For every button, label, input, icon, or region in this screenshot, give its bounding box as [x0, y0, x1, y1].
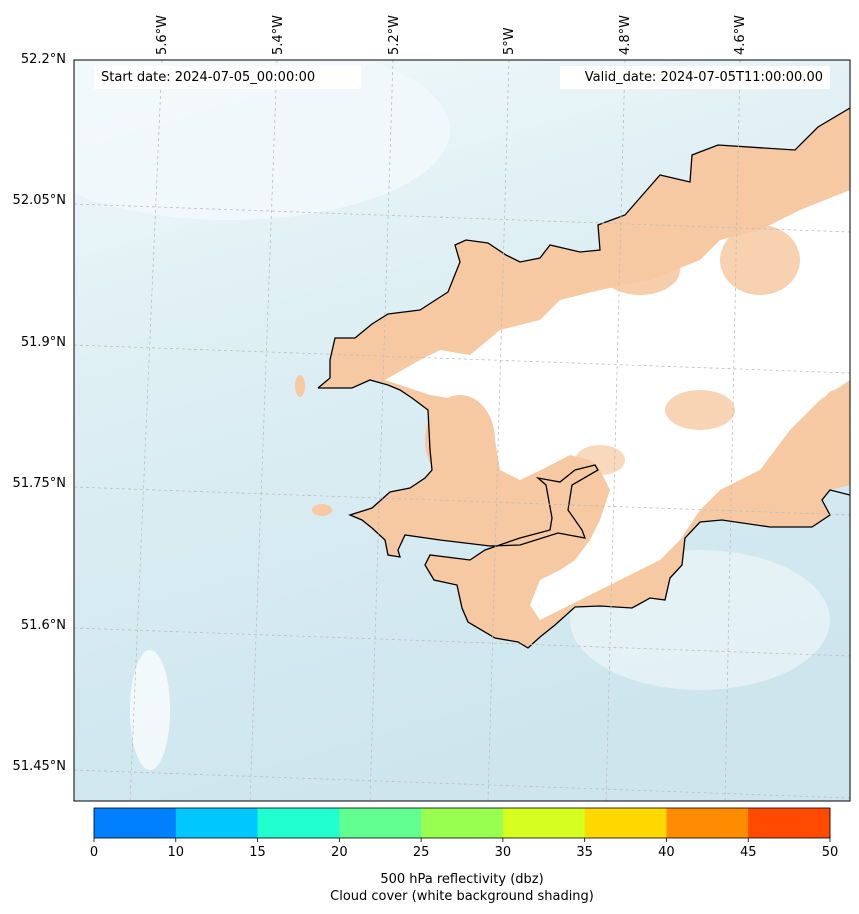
latitude-label: 51.75°N	[12, 476, 66, 491]
colorbar-tick-label: 35	[576, 845, 593, 860]
cloud-patch	[312, 504, 332, 516]
sea-light-patch	[74, 60, 450, 220]
cloud-patch	[720, 225, 800, 295]
clear-sky-area	[385, 190, 850, 620]
latitude-label: 51.6°N	[20, 618, 66, 633]
colorbar-tick-label: 20	[331, 845, 348, 860]
colorbar-segment	[257, 808, 340, 838]
cloud-patch	[575, 445, 625, 475]
colorbar-tick-label: 25	[412, 845, 430, 860]
colorbar-segment	[421, 808, 504, 838]
colorbar	[94, 808, 831, 838]
longitude-label: 5.6°W	[155, 14, 170, 55]
colorbar-frame	[93, 807, 831, 839]
colorbar-tick-label: 0	[89, 845, 99, 860]
colorbar-segment	[339, 808, 422, 838]
colorbar-segment	[584, 808, 667, 838]
latitude-label: 52.05°N	[12, 193, 66, 208]
coastline	[317, 107, 850, 389]
longitude-label: 5.4°W	[271, 14, 286, 55]
colorbar-tick-label: 15	[249, 845, 266, 860]
map-frame	[73, 59, 851, 802]
colorbar-tick-label: 10	[167, 845, 185, 860]
coastline	[318, 379, 850, 649]
colorbar-tick-label: 30	[494, 845, 512, 860]
cloud-patch	[295, 375, 305, 397]
longitude-label: 5.2°W	[387, 14, 402, 55]
cloud-patch	[820, 390, 850, 450]
colorbar-title-line-2: Cloud cover (white background shading)	[330, 889, 594, 904]
colorbar-tick-label: 50	[821, 845, 839, 860]
cloud-patch	[425, 395, 495, 485]
cloud-patch	[665, 390, 735, 430]
start-date-box: Start date: 2024-07-05_00:00:00	[94, 66, 361, 89]
latitude-label: 51.45°N	[12, 759, 66, 774]
latitude-label: 52.2°N	[20, 52, 66, 67]
valid-date-text: Valid_date: 2024-07-05T11:00:00.00	[584, 70, 823, 85]
colorbar-segment	[94, 808, 177, 838]
colorbar-tick-marks	[93, 838, 831, 842]
graticule	[74, 60, 850, 801]
colorbar-title-line-1: 500 hPa reflectivity (dbz)	[380, 872, 544, 887]
colorbar-tick-label: 45	[739, 845, 757, 860]
sea-light-patch	[130, 650, 170, 770]
colorbar-segment	[502, 808, 586, 838]
meridian-line	[129, 60, 163, 801]
colorbar-segment	[666, 808, 749, 838]
colorbar-segment	[175, 808, 259, 838]
longitude-label: 4.8°W	[618, 14, 633, 55]
colorbar-title: 500 hPa reflectivity (dbz) Cloud cover (…	[0, 871, 859, 905]
valid-date-box: Valid_date: 2024-07-05T11:00:00.00	[560, 66, 830, 89]
latitude-label: 51.9°N	[20, 335, 66, 350]
longitude-label: 4.6°W	[733, 14, 748, 55]
colorbar-segment	[748, 808, 831, 838]
longitude-label: 5°W	[502, 27, 517, 55]
colorbar-tick-label: 40	[658, 845, 675, 860]
start-date-text: Start date: 2024-07-05_00:00:00	[101, 70, 316, 85]
cloud-patch	[600, 245, 680, 295]
